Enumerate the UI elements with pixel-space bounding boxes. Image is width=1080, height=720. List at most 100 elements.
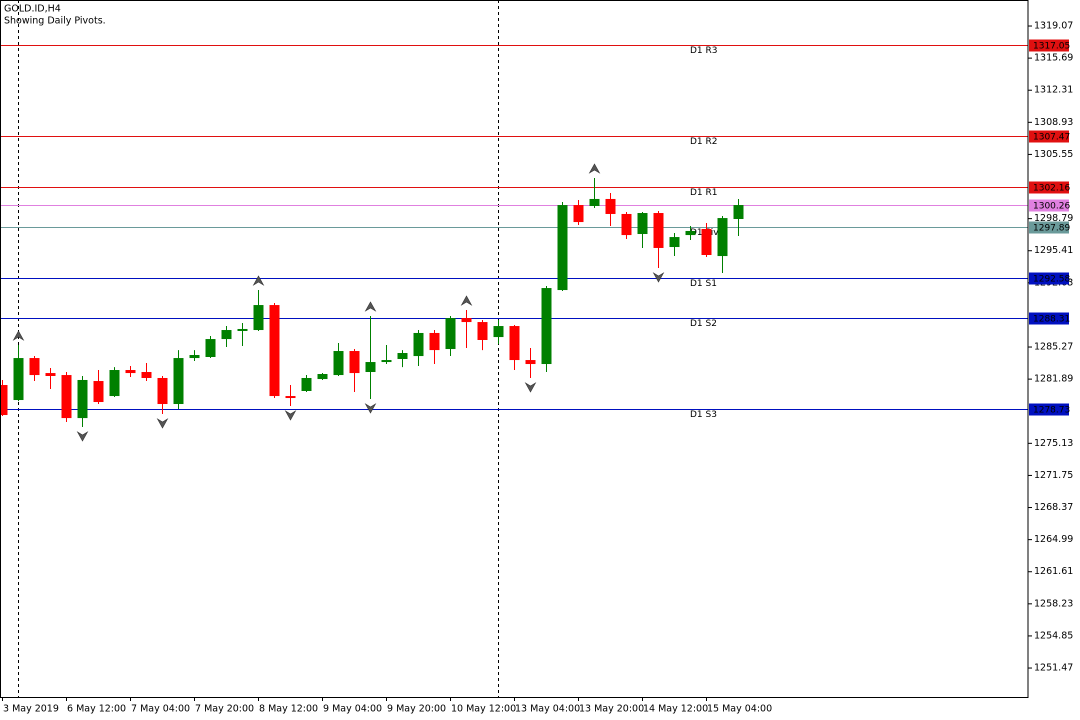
candle-body xyxy=(0,385,8,416)
fractal-down xyxy=(156,418,169,429)
level-price-box xyxy=(1029,221,1069,234)
fractal-down xyxy=(76,431,89,442)
level-name: D1 R2 xyxy=(690,137,718,147)
level-price-label: 1297.89 xyxy=(1033,224,1070,234)
candle-body xyxy=(157,377,168,405)
candle-body xyxy=(541,288,552,365)
candle-body xyxy=(557,205,568,291)
fractal-down xyxy=(652,272,665,283)
level-price-label: 1288.31 xyxy=(1033,315,1070,325)
level-price-box xyxy=(1029,312,1069,325)
y-tick-label: 1268.37 xyxy=(1034,502,1073,513)
level-name: D1 R3 xyxy=(690,46,718,56)
candle-body xyxy=(605,198,616,214)
y-tick-label: 1315.69 xyxy=(1034,53,1073,64)
candle-body xyxy=(93,381,104,403)
level-name: D1 R1 xyxy=(690,188,718,198)
candle-body xyxy=(733,205,744,220)
level-price-label: 1300.26 xyxy=(1033,202,1070,212)
candle-body xyxy=(141,372,152,378)
level-name: D1 S3 xyxy=(690,410,717,420)
level-price-box xyxy=(1029,403,1069,416)
level-price-label: 1292.58 xyxy=(1033,275,1070,285)
candle-body xyxy=(525,360,536,365)
x-tick-label: 3 May 2019 xyxy=(3,704,59,715)
fractal-up xyxy=(460,295,473,306)
candle-body xyxy=(621,213,632,236)
candle-body xyxy=(13,358,24,401)
candle-body xyxy=(349,351,360,374)
candle-body xyxy=(461,318,472,323)
x-tick-label: 15 May 04:00 xyxy=(707,704,772,715)
y-tick-label: 1261.61 xyxy=(1034,566,1073,577)
candle-body xyxy=(413,332,424,357)
candle-body xyxy=(429,332,440,351)
y-tick-label: 1271.75 xyxy=(1034,470,1073,481)
fractal-up xyxy=(252,275,265,286)
level-price-label: 1317.05 xyxy=(1033,42,1070,52)
candle-body xyxy=(173,358,184,405)
y-tick-label: 1305.55 xyxy=(1034,149,1073,160)
candle-body xyxy=(685,230,696,236)
level-price-box xyxy=(1029,181,1069,194)
x-tick-label: 7 May 20:00 xyxy=(195,704,254,715)
level-price-box xyxy=(1029,39,1069,52)
candle-body xyxy=(637,213,648,235)
fractal-down xyxy=(524,382,537,393)
fractal-up xyxy=(588,163,601,174)
level-price-box xyxy=(1029,199,1069,212)
candle-body xyxy=(205,339,216,357)
candle-body xyxy=(61,375,72,419)
candle-body xyxy=(189,355,200,359)
candle-body xyxy=(589,198,600,206)
candle-body xyxy=(125,370,136,374)
y-tick-label: 1295.41 xyxy=(1034,245,1073,256)
candle-body xyxy=(253,305,264,331)
fractal-up xyxy=(12,330,25,341)
level-price-label: 1302.16 xyxy=(1033,184,1070,194)
fractal-down xyxy=(284,410,297,421)
candle-body xyxy=(701,228,712,255)
candle-body xyxy=(237,328,248,331)
candle-body xyxy=(269,305,280,397)
candle-body xyxy=(477,322,488,340)
x-tick-label: 13 May 04:00 xyxy=(515,704,580,715)
level-price-box xyxy=(1029,130,1069,143)
x-tick-label: 7 May 04:00 xyxy=(131,704,190,715)
y-tick-label: 1275.13 xyxy=(1034,438,1073,449)
x-tick-label: 8 May 12:00 xyxy=(259,704,318,715)
level-price-box xyxy=(1029,272,1069,285)
candle-body xyxy=(29,358,40,376)
candle-layer xyxy=(0,163,744,442)
candle-body xyxy=(653,213,664,248)
x-tick-label: 13 May 20:00 xyxy=(579,704,644,715)
y-tick-label: 1254.85 xyxy=(1034,630,1073,641)
candle-body xyxy=(221,330,232,340)
x-tick-label: 10 May 12:00 xyxy=(451,704,516,715)
candle-body xyxy=(669,237,680,248)
x-tick-label: 14 May 12:00 xyxy=(643,704,708,715)
candle-body xyxy=(717,218,728,257)
candle-body xyxy=(45,373,56,376)
candle-body xyxy=(397,353,408,359)
level-name: D1 S2 xyxy=(690,319,717,329)
y-tick-label: 1251.47 xyxy=(1034,663,1073,674)
fractal-down xyxy=(364,403,377,414)
x-tick-label: 9 May 20:00 xyxy=(387,704,446,715)
candle-body xyxy=(301,377,312,391)
y-tick-label: 1264.99 xyxy=(1034,534,1073,545)
y-tick-label: 1308.93 xyxy=(1034,117,1073,128)
level-price-label: 1307.47 xyxy=(1033,133,1070,143)
candle-body xyxy=(109,370,120,397)
x-tick-label: 9 May 04:00 xyxy=(323,704,382,715)
y-tick-label: 1312.31 xyxy=(1034,85,1073,96)
candle-body xyxy=(381,360,392,363)
y-tick-label: 1319.07 xyxy=(1034,21,1073,32)
candle-body xyxy=(285,396,296,399)
fractal-up xyxy=(364,301,377,312)
candle-body xyxy=(445,318,456,350)
